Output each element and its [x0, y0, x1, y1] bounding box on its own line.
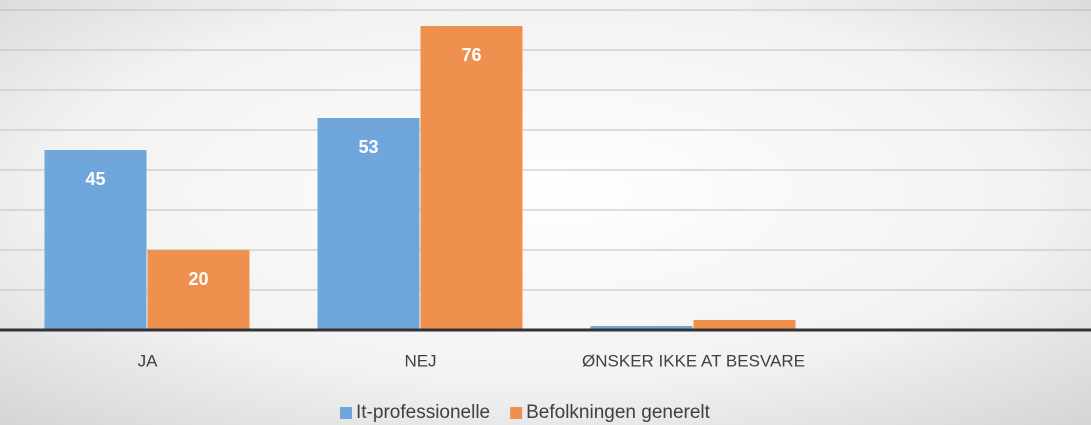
bar	[44, 150, 147, 330]
legend-swatch	[340, 407, 352, 419]
bar	[147, 250, 250, 330]
bar	[693, 320, 796, 330]
legend-label: Befolkningen generelt	[526, 402, 711, 423]
x-tick-label: ØNSKER IKKE AT BESVARE	[582, 351, 805, 370]
data-label: 76	[461, 45, 481, 65]
x-tick-label: JA	[138, 351, 159, 370]
bar	[420, 26, 523, 330]
data-label: 20	[188, 269, 208, 289]
bar	[590, 326, 693, 330]
bar	[317, 118, 420, 330]
legend-swatch	[510, 407, 523, 419]
data-label: 53	[358, 137, 378, 157]
legend-label: It-professionelle	[356, 402, 490, 423]
x-tick-label: NEJ	[404, 351, 436, 370]
data-label: 45	[85, 169, 105, 189]
